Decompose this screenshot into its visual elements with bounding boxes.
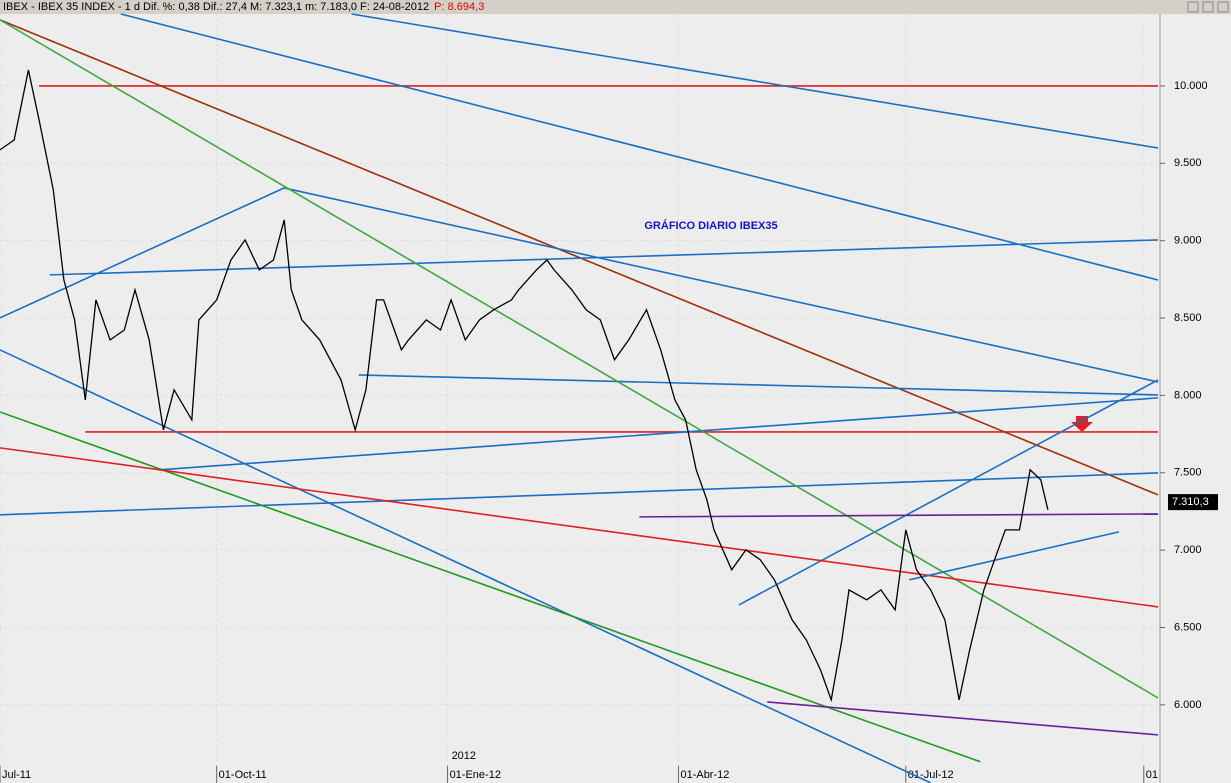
x-tick-label: Jul-11	[2, 769, 31, 781]
y-tick-label: 6.000	[1174, 699, 1202, 711]
last-price-box	[1168, 494, 1218, 511]
scroll-button[interactable]	[1202, 1, 1214, 13]
trend-line	[358, 374, 1159, 396]
trend-line	[120, 13, 1159, 281]
trend-line	[0, 19, 1159, 699]
trend-line	[909, 531, 1120, 581]
header-text: IBEX - IBEX 35 INDEX - 1 d Dif. %: 0,38 …	[3, 1, 429, 13]
y-tick-label: 7.500	[1174, 467, 1202, 479]
y-tick-label: 7.000	[1174, 544, 1202, 556]
trend-line	[0, 349, 932, 783]
last-price-label: 7.310,3	[1172, 496, 1209, 508]
header-price: P: 8.694,3	[434, 1, 484, 13]
scroll-button[interactable]	[1187, 1, 1199, 13]
year-marker: 2012	[452, 750, 476, 762]
y-tick-label: 6.500	[1174, 621, 1202, 633]
chart-title: GRÁFICO DIARIO IBEX35	[644, 219, 777, 232]
trend-line	[159, 397, 1159, 471]
x-tick-label: 01-Ene-12	[450, 769, 501, 781]
trend-line	[0, 472, 1159, 516]
x-tick-label: 01	[1146, 769, 1158, 781]
trend-line	[0, 447, 1159, 608]
trend-line	[738, 379, 1159, 606]
y-tick-label: 10.000	[1174, 80, 1208, 92]
trend-line	[283, 187, 1159, 383]
price-line	[0, 69, 1049, 703]
trend-line	[351, 13, 1159, 149]
x-tick-label: 01-Abr-12	[680, 769, 729, 781]
y-tick-label: 8.000	[1174, 389, 1202, 401]
header-bar	[0, 0, 1231, 14]
trend-line	[49, 239, 1159, 276]
scroll-button[interactable]	[1217, 1, 1229, 13]
x-tick-label: 01-Oct-11	[219, 769, 267, 781]
y-tick-label: 8.500	[1174, 312, 1202, 324]
y-tick-label: 9.500	[1174, 157, 1202, 169]
arrow-icon	[1071, 416, 1093, 432]
trend-line	[0, 187, 285, 319]
y-tick-label: 9.000	[1174, 235, 1202, 247]
trend-line	[767, 701, 1159, 736]
trend-line	[639, 513, 1159, 518]
